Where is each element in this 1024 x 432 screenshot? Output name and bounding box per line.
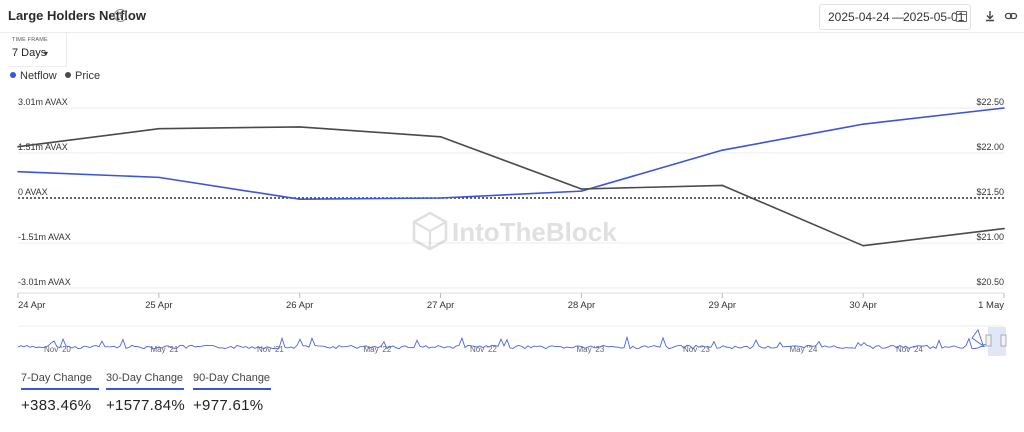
y-tick-label-left: 1.51m AVAX [18,142,68,152]
data-point-netflow[interactable] [721,149,724,151]
stat-label: 30-Day Change [106,372,184,384]
intotheblock-logo-icon [412,211,448,251]
x-tick-label: 28 Apr [568,300,595,311]
timeframe-value: 7 Days [12,47,47,59]
x-tick-label: 26 Apr [286,300,313,311]
legend-dot-netflow [10,72,16,78]
legend-netflow[interactable]: Netflow [10,70,57,82]
navigator-label: Nov '22 [470,345,497,354]
date-to: 2025-05-01 [903,10,965,24]
series-line-netflow[interactable] [17,107,1005,200]
stat-underline [106,388,184,390]
calendar-icon [956,11,967,22]
x-tick-label: 25 Apr [145,300,172,311]
stat-underline [193,388,271,390]
y-tick-label-left: -3.01m AVAX [18,277,71,287]
download-icon [986,11,994,22]
y-axis-right: $22.50 $22.00 $21.50 $21.00 $20.50 [976,97,1004,287]
navigator-label: May '23 [577,345,605,354]
stat-90-day[interactable]: 90-Day Change +977.61% [193,372,271,414]
stat-30-day[interactable]: 30-Day Change +1577.84% [106,372,185,414]
stat-underline [21,388,99,390]
legend-dot-price [65,72,71,78]
data-point-price[interactable] [158,127,160,130]
data-point-price[interactable] [580,188,583,190]
data-point-price[interactable] [721,184,724,187]
netflow-chart[interactable]: IntoTheBlock 3.01m AVAX 1.51m AVAX 0 AVAX -… [0,0,1024,372]
watermark: IntoTheBlock [412,211,617,251]
data-point-price[interactable] [439,136,442,138]
x-tick-label: 27 Apr [427,300,454,311]
download-button[interactable] [981,7,999,25]
data-point-price[interactable] [17,145,19,148]
data-point-netflow[interactable] [1003,107,1005,109]
navigator-label: Nov '21 [257,345,284,354]
data-point-netflow[interactable] [158,176,160,179]
chart-grid [18,107,1004,294]
x-axis: 24 Apr 25 Apr 26 Apr 27 Apr 28 Apr 29 Apr 30 A… [17,293,1005,311]
x-tick-label: 24 Apr [18,300,45,311]
y-tick-label-right: $22.50 [976,97,1004,107]
time-navigator[interactable]: Nov '20 May '21 Nov '21 May '22 Nov '22 May '… [17,325,1007,356]
stat-label: 7-Day Change [21,372,92,384]
navigator-handle-right[interactable] [1000,334,1007,347]
legend-label-price: Price [75,70,101,82]
navigator-label: May '24 [790,345,818,354]
date-from: 2025-04-24 [828,10,890,24]
data-point-price[interactable] [862,244,864,247]
x-tick-label: 30 Apr [849,300,876,311]
series-line-price[interactable] [17,126,1005,247]
y-tick-label-right: $20.50 [976,277,1004,287]
stat-value: +977.61% [193,397,264,414]
y-tick-label-left: 0 AVAX [18,187,48,197]
y-tick-label-right: $22.00 [976,142,1004,152]
timeframe-select[interactable]: TIME FRAME 7 Days ▾ [8,32,67,67]
y-tick-label-left: -1.51m AVAX [18,232,71,242]
navigator-label: May '22 [364,345,392,354]
y-tick-label-left: 3.01m AVAX [18,97,68,107]
stat-label: 90-Day Change [193,372,271,384]
y-tick-label-right: $21.00 [976,232,1004,242]
share-link-button[interactable] [1002,7,1020,25]
navigator-label: Nov '20 [44,345,71,354]
y-tick-label-right: $21.50 [976,187,1004,197]
stat-7-day[interactable]: 7-Day Change +383.46% [21,372,99,414]
data-point-price[interactable] [1003,227,1005,230]
data-point-netflow[interactable] [439,197,442,199]
change-stats: 7-Day Change +383.46% 30-Day Change +157… [0,372,400,432]
navigator-label: May '21 [151,345,179,354]
watermark-text: IntoTheBlock [452,217,617,247]
stat-value: +383.46% [21,397,92,414]
date-separator: — [892,10,904,24]
top-bar: Large Holders Netflow ? 2025-04-24 — 202… [0,0,1024,33]
data-point-netflow[interactable] [298,198,301,200]
navigator-handle-left[interactable] [985,334,992,347]
y-axis-left: 3.01m AVAX 1.51m AVAX 0 AVAX -1.51m AVAX -3.… [18,97,71,287]
navigator-selection[interactable] [988,327,1006,356]
x-tick-label: 1 May [978,300,1004,311]
chevron-down-icon: ▾ [44,49,49,58]
date-range-picker[interactable]: 2025-04-24 — 2025-05-01 [819,4,971,30]
link-icon [1004,12,1018,20]
help-icon[interactable]: ? [114,9,127,22]
stat-value: +1577.84% [106,397,186,414]
data-point-netflow[interactable] [580,190,583,192]
navigator-series-line [17,329,991,350]
data-point-netflow[interactable] [862,123,864,125]
page-title: Large Holders Netflow [8,8,146,23]
legend-price[interactable]: Price [65,70,100,82]
data-point-netflow[interactable] [17,170,19,173]
x-tick-label: 29 Apr [709,300,736,311]
series-layer [17,107,1005,247]
timeframe-label: TIME FRAME [12,37,48,43]
navigator-label: Nov '24 [896,345,923,354]
data-point-price[interactable] [298,126,301,128]
legend-label-netflow: Netflow [20,70,57,82]
navigator-label: Nov '23 [683,345,710,354]
